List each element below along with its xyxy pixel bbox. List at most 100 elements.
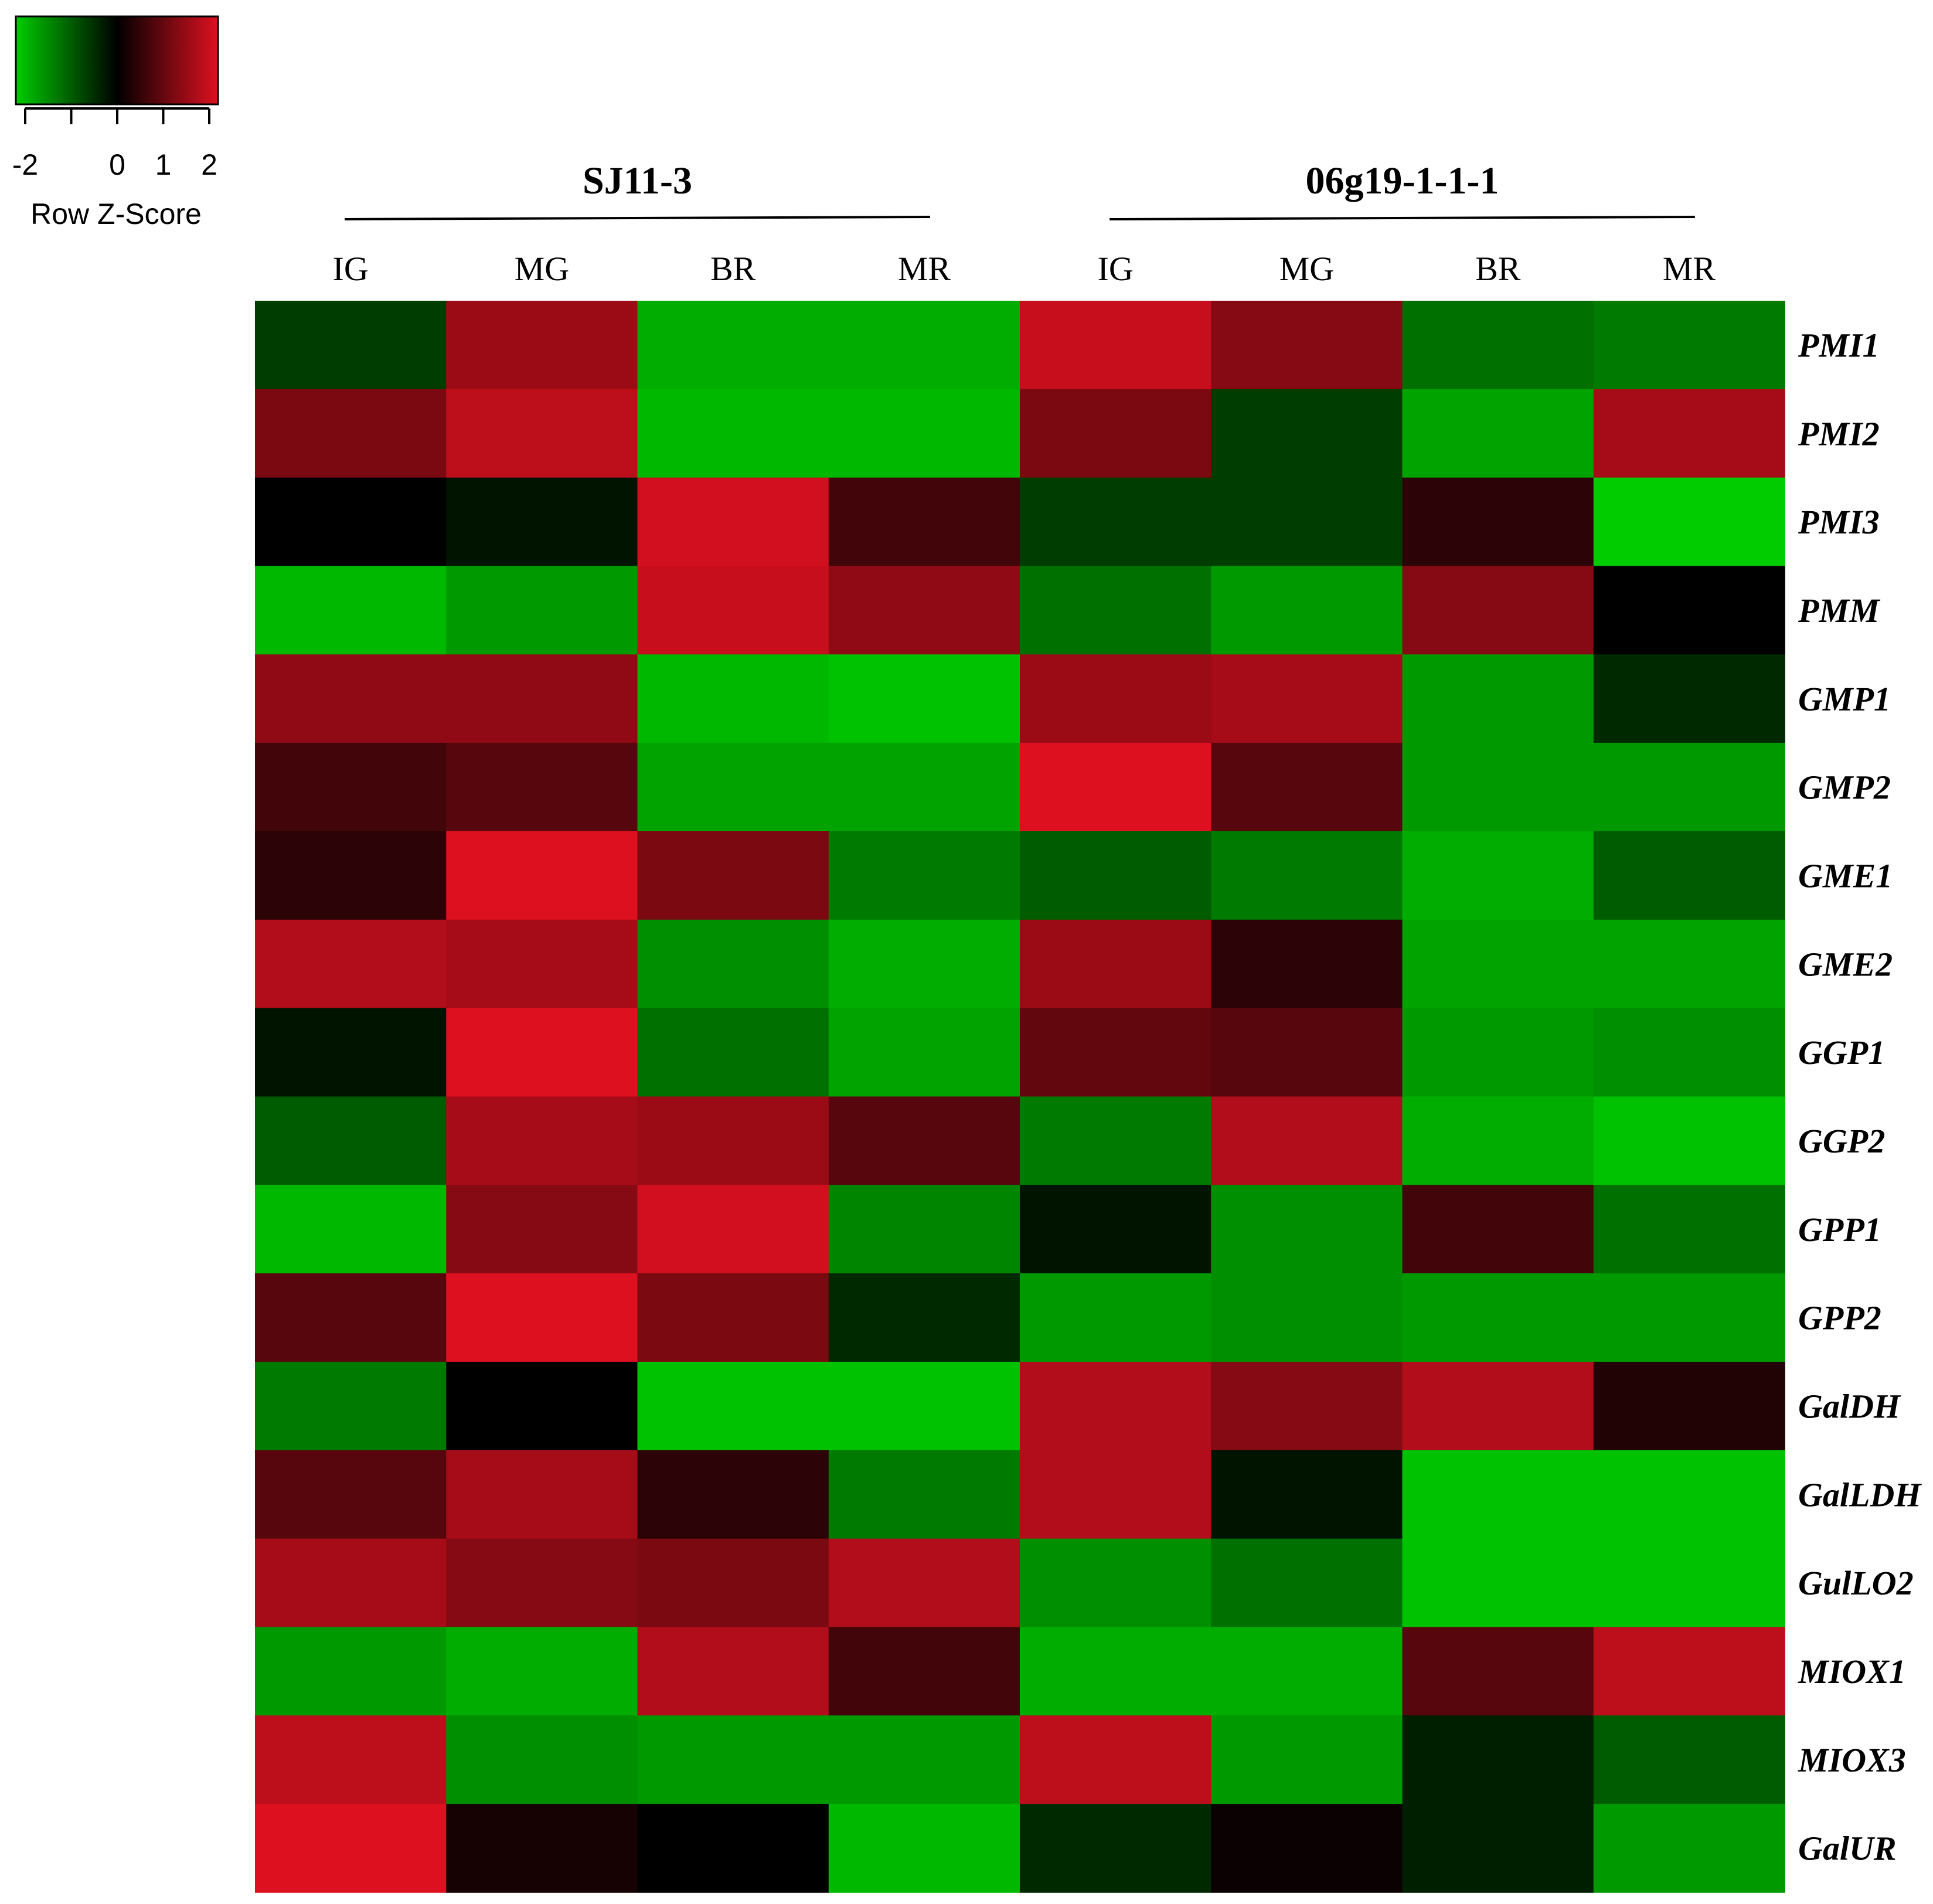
heatmap-cell <box>1402 743 1594 832</box>
heatmap-cell <box>1402 1008 1594 1097</box>
heatmap-cell <box>1020 1185 1212 1274</box>
heatmap-cell <box>1211 1273 1403 1362</box>
heatmap-cell <box>255 1450 447 1539</box>
heatmap-cell <box>446 654 638 743</box>
heatmap-cell <box>1020 743 1212 832</box>
heatmap-cell <box>446 1538 638 1628</box>
row-label: GGP1 <box>1798 1033 1885 1072</box>
heatmap-cell <box>828 301 1020 390</box>
heatmap-cell <box>828 1450 1020 1539</box>
heatmap-cell <box>446 1008 638 1097</box>
heatmap-cell <box>1211 743 1403 832</box>
heatmap-cell <box>1593 1538 1785 1628</box>
heatmap-cell <box>446 477 638 567</box>
heatmap-cell <box>1593 1804 1785 1893</box>
column-label: MR <box>1663 250 1716 288</box>
row-label: GalLDH <box>1798 1475 1922 1514</box>
heatmap-cell <box>1211 1008 1403 1097</box>
heatmap-cell <box>637 654 829 743</box>
color-key-tick-label: 0 <box>109 148 125 181</box>
heatmap-cell <box>1593 301 1785 390</box>
color-key-ticks: -2 0 1 2 <box>12 108 217 181</box>
row-label: GME1 <box>1798 856 1893 895</box>
heatmap-cell <box>1211 1715 1403 1804</box>
heatmap-cell <box>1593 743 1785 832</box>
row-label: PMI3 <box>1798 503 1880 541</box>
heatmap-cell <box>1593 1008 1785 1097</box>
heatmap-cell <box>1402 566 1594 655</box>
row-label: GalDH <box>1798 1387 1901 1425</box>
heatmap-cell <box>255 1273 447 1362</box>
heatmap-cell <box>637 477 829 567</box>
heatmap-cell <box>828 1185 1020 1274</box>
heatmap-cell <box>1020 1008 1212 1097</box>
heatmap-cell <box>1402 1538 1594 1628</box>
heatmap-cell <box>1020 1362 1212 1451</box>
heatmap-cell <box>255 919 447 1009</box>
heatmap-cell <box>828 1096 1020 1186</box>
heatmap-cell <box>1020 389 1212 478</box>
heatmap-cell <box>1402 1715 1594 1804</box>
heatmap-cell <box>1211 1627 1403 1716</box>
group-underline <box>345 216 930 220</box>
row-label: GMP1 <box>1798 680 1891 718</box>
heatmap-cell <box>1593 477 1785 567</box>
color-key: -2 0 1 2 Row Z-Score <box>12 15 219 230</box>
heatmap-cell <box>828 1804 1020 1893</box>
heatmap-cell <box>1020 831 1212 920</box>
heatmap-cell <box>1402 654 1594 743</box>
group-label: 06g19-1-1-1 <box>1306 159 1499 202</box>
heatmap-cell <box>637 1538 829 1628</box>
heatmap-cell <box>1593 1096 1785 1186</box>
heatmap-cell <box>637 1715 829 1804</box>
heatmap-cell <box>446 389 638 478</box>
heatmap-cell <box>1211 477 1403 567</box>
heatmap-cell <box>255 1538 447 1628</box>
heatmap-cell <box>446 1273 638 1362</box>
heatmap-cell <box>1402 1450 1594 1539</box>
heatmap-cell <box>1402 1185 1594 1274</box>
heatmap-cell <box>255 1627 447 1716</box>
row-label: PMI2 <box>1798 414 1880 453</box>
column-labels: IG MG BR MR IG MG BR MR <box>333 250 1716 288</box>
row-label: GPP2 <box>1798 1299 1881 1337</box>
heatmap-cell <box>828 1538 1020 1628</box>
heatmap-cell <box>828 1627 1020 1716</box>
heatmap-cell <box>1020 1273 1212 1362</box>
heatmap-cell <box>1593 1273 1785 1362</box>
heatmap-cell <box>1211 301 1403 390</box>
group-headers: SJ11-3 06g19-1-1-1 <box>345 159 1695 220</box>
heatmap-cell <box>1593 831 1785 920</box>
heatmap-cell <box>1020 1096 1212 1186</box>
heatmap-cell <box>1593 389 1785 478</box>
heatmap-cell <box>1402 301 1594 390</box>
group-underline <box>1110 216 1695 220</box>
heatmap-cell <box>828 831 1020 920</box>
heatmap-cell <box>1402 1627 1594 1716</box>
heatmap-cell <box>637 301 829 390</box>
heatmap-cell <box>446 1715 638 1804</box>
heatmap-cell <box>637 1627 829 1716</box>
heatmap-cell <box>828 389 1020 478</box>
heatmap-cell <box>255 1362 447 1451</box>
heatmap-cells <box>255 301 1785 1893</box>
heatmap-cell <box>1020 566 1212 655</box>
heatmap-cell <box>1402 477 1594 567</box>
heatmap-cell <box>1402 1804 1594 1893</box>
heatmap-cell <box>1211 831 1403 920</box>
heatmap-cell <box>446 1185 638 1274</box>
heatmap-cell <box>1020 1715 1212 1804</box>
heatmap-cell <box>637 1096 829 1186</box>
heatmap-cell <box>1402 389 1594 478</box>
heatmap-cell <box>1402 919 1594 1009</box>
row-label: MIOX3 <box>1798 1741 1906 1779</box>
group-label: SJ11-3 <box>583 159 692 202</box>
heatmap-cell <box>446 566 638 655</box>
heatmap-cell <box>446 1096 638 1186</box>
heatmap-cell <box>828 477 1020 567</box>
heatmap-cell <box>1593 566 1785 655</box>
heatmap-cell <box>1020 919 1212 1009</box>
heatmap-cell <box>446 831 638 920</box>
heatmap-cell <box>1593 1627 1785 1716</box>
color-key-label: Row Z-Score <box>30 198 202 230</box>
